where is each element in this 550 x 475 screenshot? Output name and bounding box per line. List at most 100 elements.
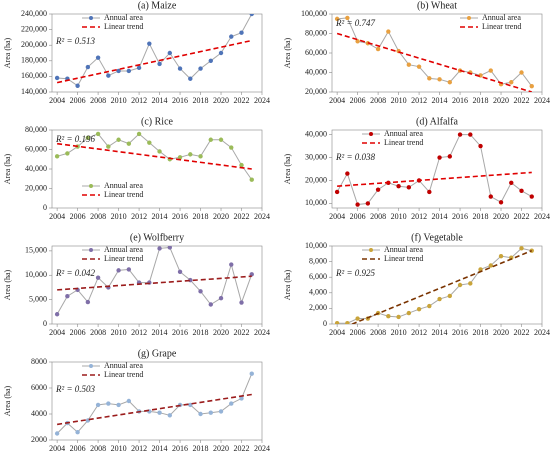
- plot-area: [54, 131, 254, 182]
- data-point: [54, 154, 60, 159]
- data-point: [519, 188, 524, 193]
- data-point: [386, 314, 391, 319]
- data-point: [126, 141, 132, 146]
- x-tick-label: 2022: [514, 212, 530, 221]
- data-point: [406, 310, 412, 316]
- x-tick-label: 2020: [213, 96, 229, 105]
- data-point: [95, 275, 101, 280]
- r-squared: R² = 0.513: [55, 36, 96, 46]
- y-tick-label: 0: [43, 319, 47, 328]
- data-point: [437, 155, 442, 160]
- x-tick-label: 2008: [370, 212, 386, 221]
- legend-marker: [89, 248, 93, 252]
- legend-label: Linear trend: [104, 190, 143, 199]
- x-tick-label: 2022: [234, 212, 250, 221]
- plot-area: [334, 15, 534, 92]
- x-tick-label: 2024: [254, 444, 270, 453]
- data-point: [437, 296, 442, 302]
- panel: (c) Rice Area (ha) 0 20,000 40,000 60,000 80,0…: [3, 116, 270, 221]
- panel: (e) Wolfberry Area (ha) 0 5,000 10,000 15,000…: [3, 232, 270, 337]
- x-tick-label: 2014: [152, 328, 168, 337]
- data-point: [498, 200, 504, 205]
- y-axis-label: Area (ha): [3, 37, 12, 68]
- x-tick-label: 2012: [411, 212, 427, 221]
- y-tick-label: 40,000: [305, 67, 327, 76]
- x-tick-label: 2006: [70, 212, 86, 221]
- y-axis-label: Area (ha): [3, 385, 12, 416]
- data-point: [375, 46, 381, 52]
- x-tick-label: 2018: [473, 212, 489, 221]
- data-point: [167, 246, 173, 250]
- r-squared: R² = 0.196: [55, 134, 96, 144]
- x-tick-label: 2006: [350, 96, 366, 105]
- panel: (b) Wheat Area (ha) 20,000 40,000 60,000 80,0…: [283, 0, 550, 105]
- x-tick-label: 2010: [391, 96, 407, 105]
- x-tick-label: 2020: [213, 212, 229, 221]
- data-point: [208, 58, 213, 63]
- panel-title: (e) Wolfberry: [130, 232, 184, 243]
- legend-marker: [369, 248, 373, 252]
- data-point: [126, 267, 132, 272]
- data-point: [157, 246, 162, 251]
- trend-line: [57, 142, 252, 170]
- data-point: [249, 272, 254, 277]
- data-point: [427, 76, 432, 81]
- x-tick-label: 2020: [213, 444, 229, 453]
- series-line: [56, 246, 253, 315]
- data-point: [147, 41, 152, 46]
- x-tick-label: 2024: [534, 96, 550, 105]
- data-point: [488, 68, 493, 73]
- panel: (f) Vegetable Area (ha) 0 2,000 4,000 6,000 8,…: [283, 232, 550, 337]
- trend-line: [57, 393, 252, 426]
- y-tick-label: 160,000: [21, 71, 47, 80]
- x-tick-label: 2008: [370, 96, 386, 105]
- r-squared: R² = 0.747: [335, 18, 376, 28]
- panel-title: (f) Vegetable: [411, 232, 463, 243]
- data-point: [116, 402, 121, 408]
- y-tick-label: 40,000: [305, 129, 327, 138]
- data-point: [167, 50, 173, 56]
- x-tick-label: 2004: [329, 212, 345, 221]
- y-tick-label: 80,000: [25, 125, 47, 134]
- plot-area: [54, 371, 254, 436]
- data-point: [208, 137, 213, 142]
- y-axis-label: Area (ha): [283, 269, 292, 300]
- trend-line: [56, 39, 252, 84]
- plot-frame: [51, 13, 263, 93]
- data-point: [457, 132, 463, 137]
- legend-label: Linear trend: [104, 370, 143, 379]
- data-point: [54, 431, 60, 436]
- data-point: [147, 140, 152, 145]
- legend-label: Linear trend: [384, 138, 423, 147]
- x-tick-label: 2016: [452, 328, 468, 337]
- data-point: [188, 76, 193, 81]
- panel-title: (c) Rice: [141, 116, 173, 127]
- x-tick-label: 2010: [111, 96, 127, 105]
- x-tick-label: 2018: [473, 328, 489, 337]
- x-tick-label: 2004: [49, 96, 65, 105]
- y-tick-label: 20,000: [305, 87, 327, 96]
- data-point: [136, 131, 142, 137]
- data-point: [386, 29, 391, 34]
- data-point: [457, 282, 463, 288]
- y-tick-label: 20,000: [25, 183, 47, 192]
- data-point: [239, 300, 244, 305]
- y-tick-label: 4,000: [309, 288, 327, 297]
- legend-label: Linear trend: [482, 22, 521, 31]
- x-tick-label: 2016: [452, 212, 468, 221]
- x-tick-label: 2008: [370, 328, 386, 337]
- y-tick-label: 20,000: [305, 175, 327, 184]
- plot-frame: [331, 245, 543, 325]
- y-tick-label: 240,000: [21, 9, 47, 18]
- data-point: [136, 65, 142, 71]
- panel-title: (a) Maize: [138, 0, 177, 11]
- data-point: [208, 302, 213, 307]
- y-tick-label: 40,000: [25, 164, 47, 173]
- x-tick-label: 2024: [254, 212, 270, 221]
- r-squared: R² = 0.503: [55, 384, 96, 394]
- x-tick-label: 2014: [432, 212, 448, 221]
- y-tick-label: 80,000: [305, 28, 327, 37]
- data-point: [406, 185, 412, 190]
- y-axis-label: Area (ha): [283, 153, 292, 184]
- x-tick-label: 2010: [111, 328, 127, 337]
